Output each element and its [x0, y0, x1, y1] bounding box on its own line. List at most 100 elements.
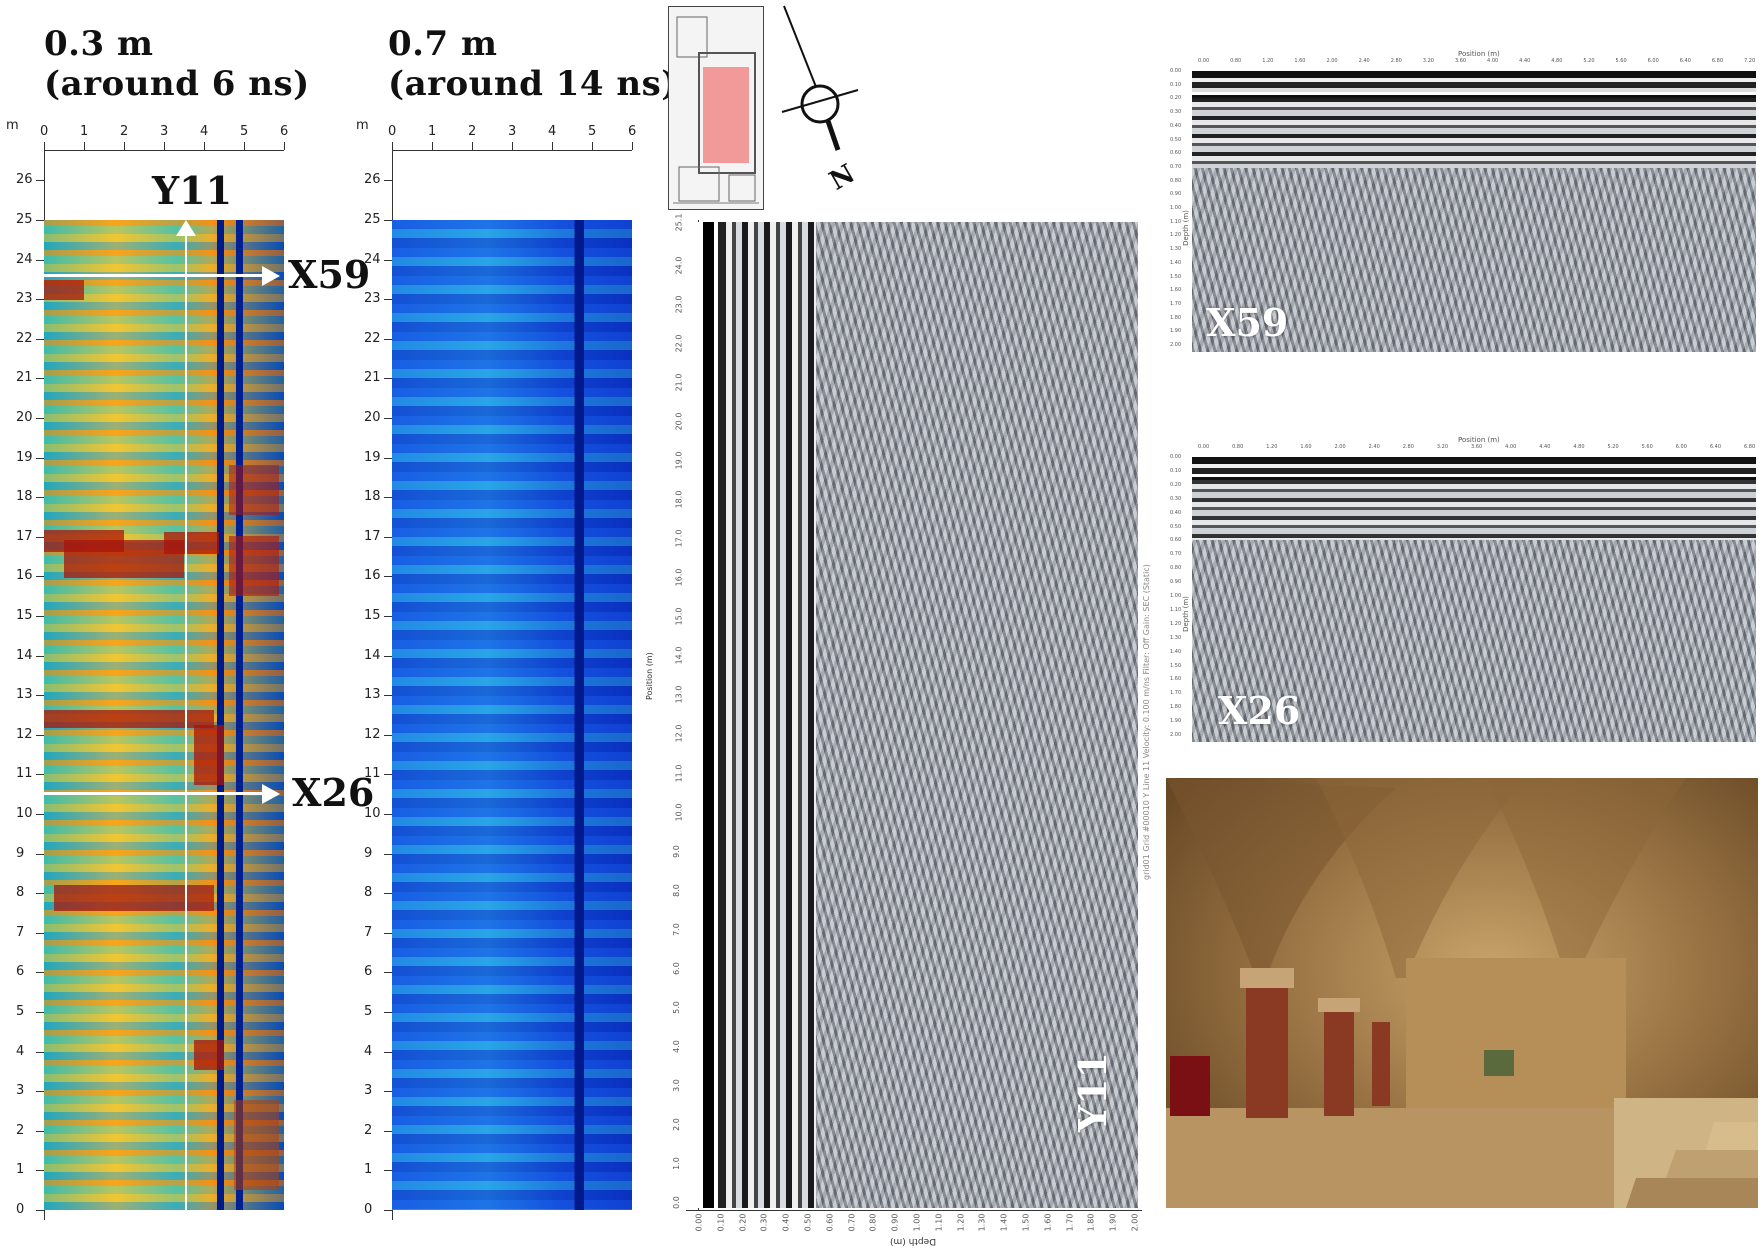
x-tick-label: 1: [80, 124, 89, 139]
y11-position-tick-label: 23.0: [674, 295, 684, 314]
slice-2-unit: m: [356, 118, 369, 133]
x26-frame: Position (m) 0.00 0.80 1.20 1.60 2.00 2.40 2.8…: [1168, 436, 1758, 746]
anomaly-band: [229, 465, 279, 515]
y-tick: [384, 972, 392, 974]
x-tick-label: 4: [548, 124, 557, 139]
arrowhead-up-icon: [176, 220, 196, 236]
y-tick-label: 0: [16, 1202, 25, 1217]
x26-position-title: Position (m): [1458, 436, 1500, 444]
x-tick-label: 4: [200, 124, 209, 139]
x-tick: [164, 142, 165, 150]
y-tick-label: 8: [16, 885, 25, 901]
y11-position-tick-label: 6.0: [671, 961, 681, 975]
small-tick-label: 1.90: [1170, 718, 1182, 725]
y11-position-tick-label: 20.0: [674, 412, 684, 431]
y-tick: [36, 497, 44, 499]
y-tick-label: 4: [364, 1043, 373, 1059]
y-tick: [384, 1012, 392, 1013]
small-tick-label: 4.80: [1551, 58, 1563, 64]
x-tick-label: 6: [628, 124, 637, 139]
y11-position-tick-label: 9.0: [671, 844, 681, 858]
small-tick-label: 1.40: [1170, 648, 1182, 655]
y11-depth-axis: [686, 1210, 1142, 1211]
small-tick-label: 1.10: [1170, 606, 1182, 613]
x-tick-label: 6: [280, 124, 289, 139]
small-tick-label: 0.20: [1170, 481, 1182, 488]
y-tick-label: 24: [16, 251, 33, 267]
small-tick-label: 0.30: [1170, 495, 1182, 502]
x26-surface-band: [1192, 454, 1756, 480]
y-tick-label: 10: [16, 806, 33, 821]
y-tick-label: 22: [16, 330, 33, 346]
y-tick: [384, 655, 392, 657]
slice-1-map: [44, 220, 284, 1210]
profile-label-x59: X59: [288, 252, 371, 297]
hall-photo-drawing: [1166, 778, 1758, 1208]
y11-position-tick-label: 25.1: [674, 213, 684, 232]
slice-2-depth-label: 0.7 m: [388, 24, 498, 64]
small-tick-label: 5.60: [1641, 444, 1653, 450]
y-tick-label: 13: [16, 687, 33, 703]
y11-depth-tick-label: 1.20: [956, 1213, 965, 1232]
y11-depth-tick-label: 0.90: [890, 1213, 900, 1232]
arrowhead-right-icon: [262, 266, 280, 286]
y11-depth-tick-label: 0.00: [694, 1213, 704, 1232]
y11-position-tick-label: 15.0: [674, 607, 684, 626]
anomaly-band: [229, 536, 279, 596]
y11-depth-tick-label: 1.10: [934, 1213, 944, 1232]
y11-radargram: [698, 222, 1138, 1208]
small-tick-label: 1.20: [1266, 444, 1278, 450]
x-tick-label: 0: [40, 124, 49, 139]
y-tick-label: 17: [16, 528, 33, 544]
profile-line-x59: [44, 274, 266, 277]
y-tick-label: 9: [16, 845, 25, 861]
x26-radargram: [1192, 454, 1756, 742]
x-tick-label: 1: [428, 124, 437, 139]
y-tick: [384, 576, 392, 578]
y11-position-tick-label: 4.0: [671, 1039, 681, 1053]
small-tick-label: 2.40: [1368, 444, 1380, 450]
y-tick: [36, 220, 44, 221]
y-tick: [36, 893, 44, 895]
y11-depth-tick-label: 0.60: [825, 1213, 835, 1232]
small-tick-label: 0.20: [1170, 95, 1182, 102]
x26-deep-reflections: [1192, 540, 1756, 742]
anomaly-band: [194, 1040, 224, 1070]
y-tick-label: 5: [364, 1004, 373, 1019]
y-tick: [36, 299, 44, 301]
small-tick-label: 4.00: [1487, 58, 1499, 64]
x59-position-title: Position (m): [1458, 50, 1500, 58]
y-tick: [384, 616, 392, 617]
y-tick-label: 21: [16, 370, 33, 386]
anomaly-band: [234, 1100, 279, 1190]
y11-position-tick-label: 19.0: [674, 451, 684, 470]
small-tick-label: 0.10: [1170, 467, 1182, 474]
x-tick: [124, 142, 125, 150]
y-tick-label: 12: [364, 726, 381, 742]
anomaly-band: [64, 540, 184, 578]
x26-reflector-band: [1192, 480, 1756, 540]
y-tick: [36, 180, 44, 182]
small-tick-label: 1.60: [1300, 444, 1312, 450]
x59-depth-title: Depth (m): [1181, 210, 1190, 246]
north-arrow-icon: N: [778, 0, 888, 200]
y-tick-label: 25: [364, 212, 381, 227]
y-tick-label: 21: [364, 370, 381, 386]
x-tick: [552, 142, 553, 150]
y-tick: [36, 1091, 44, 1093]
y11-depth-tick-label: 2.00: [1130, 1213, 1140, 1232]
x-tick-label: 2: [468, 124, 477, 139]
x26-depth-title: Depth (m): [1181, 596, 1190, 632]
x-tick-label: 3: [160, 124, 169, 139]
small-tick-label: 0.80: [1170, 177, 1182, 184]
y-tick: [36, 536, 44, 538]
small-tick-label: 6.40: [1679, 58, 1691, 64]
small-tick-label: 0.00: [1170, 454, 1182, 460]
small-tick-label: 3.60: [1454, 58, 1467, 64]
x-tick-label: 0: [388, 124, 397, 139]
small-tick-label: 0.80: [1170, 565, 1182, 572]
slice-1-y-ruler: 26 25 24 23 22 21 20 19 18 17 16 15 14 13 12 11 10 9 8 7 6 5 4…: [16, 150, 45, 1220]
anomaly-band: [54, 885, 214, 911]
y11-depth-tick-label: 1.90: [1108, 1213, 1118, 1232]
y-tick: [384, 853, 392, 855]
